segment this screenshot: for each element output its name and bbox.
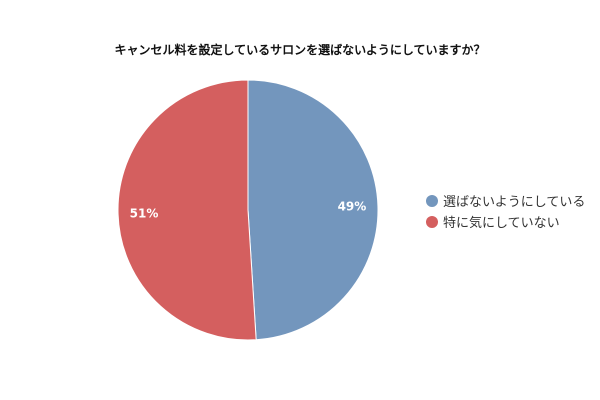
legend: 選ばないようにしている 特に気にしていない: [426, 190, 585, 232]
legend-item[interactable]: 選ばないようにしている: [426, 190, 585, 211]
slice-data-label: 49%: [338, 200, 367, 214]
slice-data-label: 51%: [130, 206, 159, 220]
pie-slice[interactable]: [117, 79, 257, 341]
legend-item[interactable]: 特に気にしていない: [426, 211, 585, 232]
pie-slice[interactable]: [247, 79, 379, 341]
legend-swatch: [426, 215, 438, 228]
chart-title: キャンセル料を設定しているサロンを選ばないようにしていますか？: [114, 43, 486, 57]
legend-label: 特に気にしていない: [443, 216, 560, 231]
legend-label: 選ばないようにしている: [443, 195, 586, 210]
legend-swatch: [426, 194, 438, 207]
